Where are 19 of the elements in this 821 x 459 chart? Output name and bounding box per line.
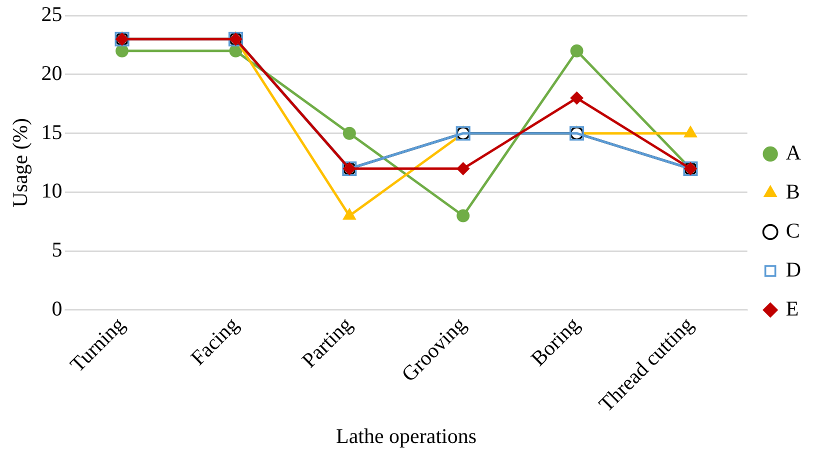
point (342, 126, 356, 140)
legend-label: C (786, 218, 800, 243)
y-tick-label: 10 (41, 178, 62, 203)
y-tick-label: 20 (41, 60, 62, 85)
legend-label: B (786, 180, 800, 204)
point (456, 209, 470, 222)
legend-label: A (786, 140, 802, 165)
y-tick-label: 0 (52, 296, 62, 320)
legend-label: E (786, 296, 799, 321)
y-axis-title: Usage (%) (8, 118, 32, 208)
point (570, 92, 584, 105)
legend-label: D (786, 258, 802, 282)
point (456, 162, 470, 176)
x-axis-title: Lathe operations (336, 424, 477, 448)
y-tick-label: 15 (41, 120, 62, 144)
point (116, 44, 129, 58)
y-tick-label: 25 (41, 2, 62, 26)
point (570, 44, 584, 58)
y-tick-label: 5 (52, 238, 62, 262)
